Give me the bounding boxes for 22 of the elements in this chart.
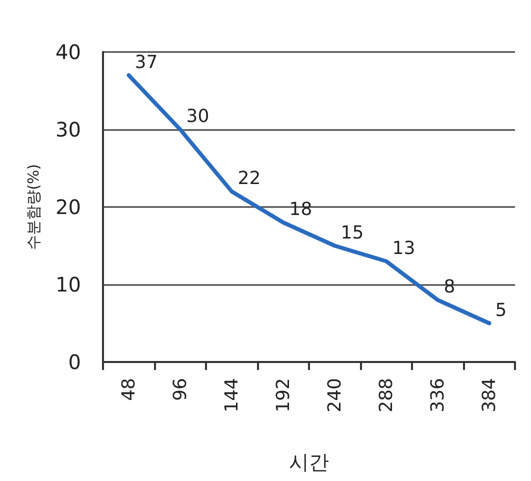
- y-tick-label: 40: [56, 40, 81, 64]
- x-tick-label: 384: [478, 378, 500, 412]
- x-tick-label: 96: [170, 378, 191, 401]
- x-tick-label: 336: [427, 378, 448, 412]
- line-series: [126, 73, 492, 326]
- x-tick-label: 192: [272, 378, 294, 412]
- x-tick-label: 144: [221, 378, 242, 412]
- y-axis-title: 수분함량(%): [24, 164, 42, 250]
- x-axis-title: 시간: [289, 450, 329, 474]
- y-tick-label: 10: [56, 272, 81, 296]
- data-label: 15: [340, 222, 364, 244]
- data-label: 5: [495, 300, 507, 321]
- data-label: 22: [238, 168, 261, 189]
- y-tick-label: 20: [56, 195, 81, 219]
- y-tick-label: 0: [68, 350, 81, 374]
- y-tick-label: 30: [56, 118, 81, 142]
- x-tick-label: 240: [324, 378, 346, 412]
- x-tick-label: 288: [376, 378, 397, 412]
- data-label: 13: [392, 238, 416, 259]
- x-tick-label: 48: [118, 378, 140, 401]
- data-label: 30: [186, 106, 210, 127]
- data-label: 37: [134, 52, 158, 73]
